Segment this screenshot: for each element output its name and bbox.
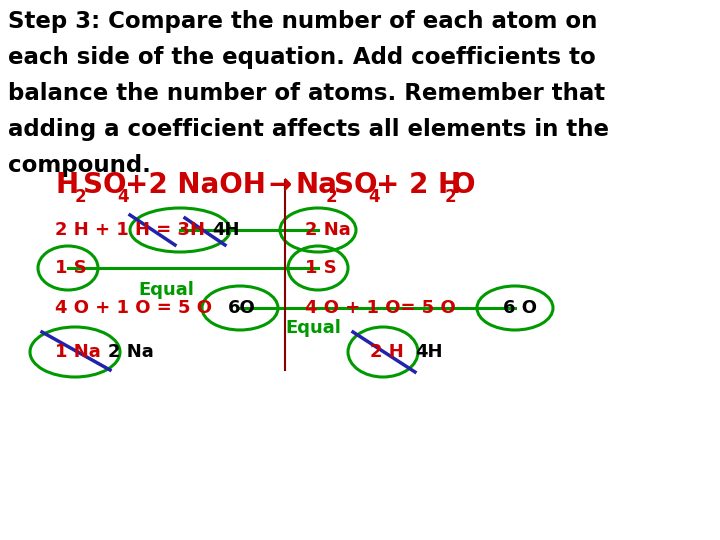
Text: →: →	[268, 171, 292, 199]
Text: compound.: compound.	[8, 154, 151, 177]
Text: 2 Na: 2 Na	[305, 221, 351, 239]
Text: Na: Na	[295, 171, 337, 199]
Text: + 2 H: + 2 H	[376, 171, 461, 199]
Text: 6O: 6O	[228, 299, 256, 317]
Text: each side of the equation. Add coefficients to: each side of the equation. Add coefficie…	[8, 46, 595, 69]
Text: 2 H: 2 H	[370, 343, 404, 361]
Text: 2 H + 1 H = 3H: 2 H + 1 H = 3H	[55, 221, 205, 239]
Text: Equal: Equal	[285, 319, 341, 337]
Text: balance the number of atoms. Remember that: balance the number of atoms. Remember th…	[8, 82, 605, 105]
Text: 2 Na: 2 Na	[108, 343, 154, 361]
Text: SO: SO	[334, 171, 377, 199]
Text: +2 NaOH: +2 NaOH	[125, 171, 266, 199]
Text: 2: 2	[326, 188, 338, 206]
Text: 4H: 4H	[415, 343, 443, 361]
Text: SO: SO	[83, 171, 127, 199]
Text: 4: 4	[117, 188, 129, 206]
Text: 6 O: 6 O	[503, 299, 537, 317]
Text: 4 O + 1 O = 5 O: 4 O + 1 O = 5 O	[55, 299, 212, 317]
Text: O: O	[452, 171, 475, 199]
Text: Step 3: Compare the number of each atom on: Step 3: Compare the number of each atom …	[8, 10, 598, 33]
Text: 1 S: 1 S	[55, 259, 86, 277]
Text: 1 S: 1 S	[305, 259, 337, 277]
Text: 2: 2	[75, 188, 86, 206]
Text: Equal: Equal	[138, 281, 194, 299]
Text: 4H: 4H	[212, 221, 240, 239]
Text: adding a coefficient affects all elements in the: adding a coefficient affects all element…	[8, 118, 609, 141]
Text: 1 Na: 1 Na	[55, 343, 101, 361]
Text: 4 O + 1 O= 5 O: 4 O + 1 O= 5 O	[305, 299, 456, 317]
Text: 2: 2	[445, 188, 456, 206]
Text: H: H	[55, 171, 78, 199]
Text: 4: 4	[368, 188, 379, 206]
